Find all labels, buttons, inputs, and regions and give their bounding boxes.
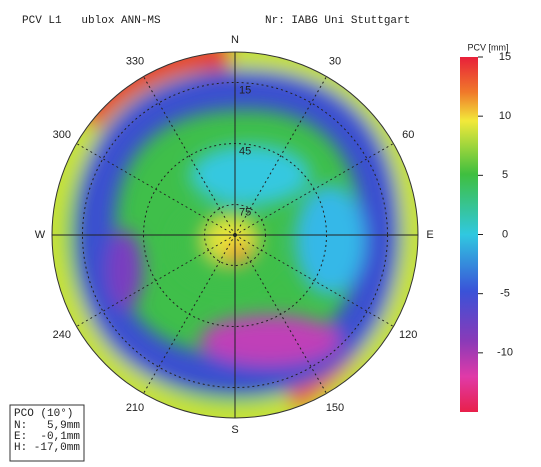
direction-label: W (35, 229, 46, 241)
direction-label: S (231, 424, 238, 436)
colorbar (460, 57, 478, 412)
azimuth-label: 120 (399, 329, 417, 341)
azimuth-label: 60 (402, 129, 414, 141)
colorbar-tick-label: 15 (499, 51, 511, 63)
radial-line (143, 76, 236, 236)
radial-line (234, 76, 327, 236)
radial-line (76, 234, 236, 327)
elevation-circle (82, 82, 388, 388)
azimuth-label: 300 (53, 129, 71, 141)
elevation-label: 45 (239, 145, 251, 157)
pco-key: N: (14, 420, 27, 432)
pco-value: -17,0mm (34, 442, 81, 454)
pco-key: H: (14, 442, 27, 454)
colorbar-tick-label: 5 (502, 169, 508, 181)
pco-value: -0,1mm (40, 431, 80, 443)
header-right: Nr: IABG Uni Stuttgart (265, 15, 410, 27)
colorbar-tick-label: -10 (497, 347, 513, 359)
azimuth-label: 150 (326, 402, 344, 414)
pco-key: E: (14, 431, 27, 443)
elevation-label: 15 (239, 84, 251, 96)
colorbar-label: PCV [mm] (467, 42, 508, 52)
header-left: PCV L1 ublox ANN-MS (22, 15, 161, 27)
elevation-label: 75 (239, 206, 251, 218)
pco-box (9, 404, 85, 462)
elevation-circle (143, 143, 327, 327)
elevation-circle (204, 204, 266, 266)
azimuth-label: 330 (126, 56, 144, 68)
colorbar-tick-label: 0 (502, 228, 508, 240)
azimuth-label: 210 (126, 402, 144, 414)
pco-value: 5,9mm (47, 420, 80, 432)
pco-title: PCO (10°) (14, 408, 73, 420)
colorbar-tick-label: -5 (500, 288, 510, 300)
colorbar-tick-label: 10 (499, 110, 511, 122)
azimuth-label: 240 (53, 329, 71, 341)
direction-label: E (426, 229, 433, 241)
direction-label: N (231, 34, 239, 46)
azimuth-label: 30 (329, 56, 341, 68)
